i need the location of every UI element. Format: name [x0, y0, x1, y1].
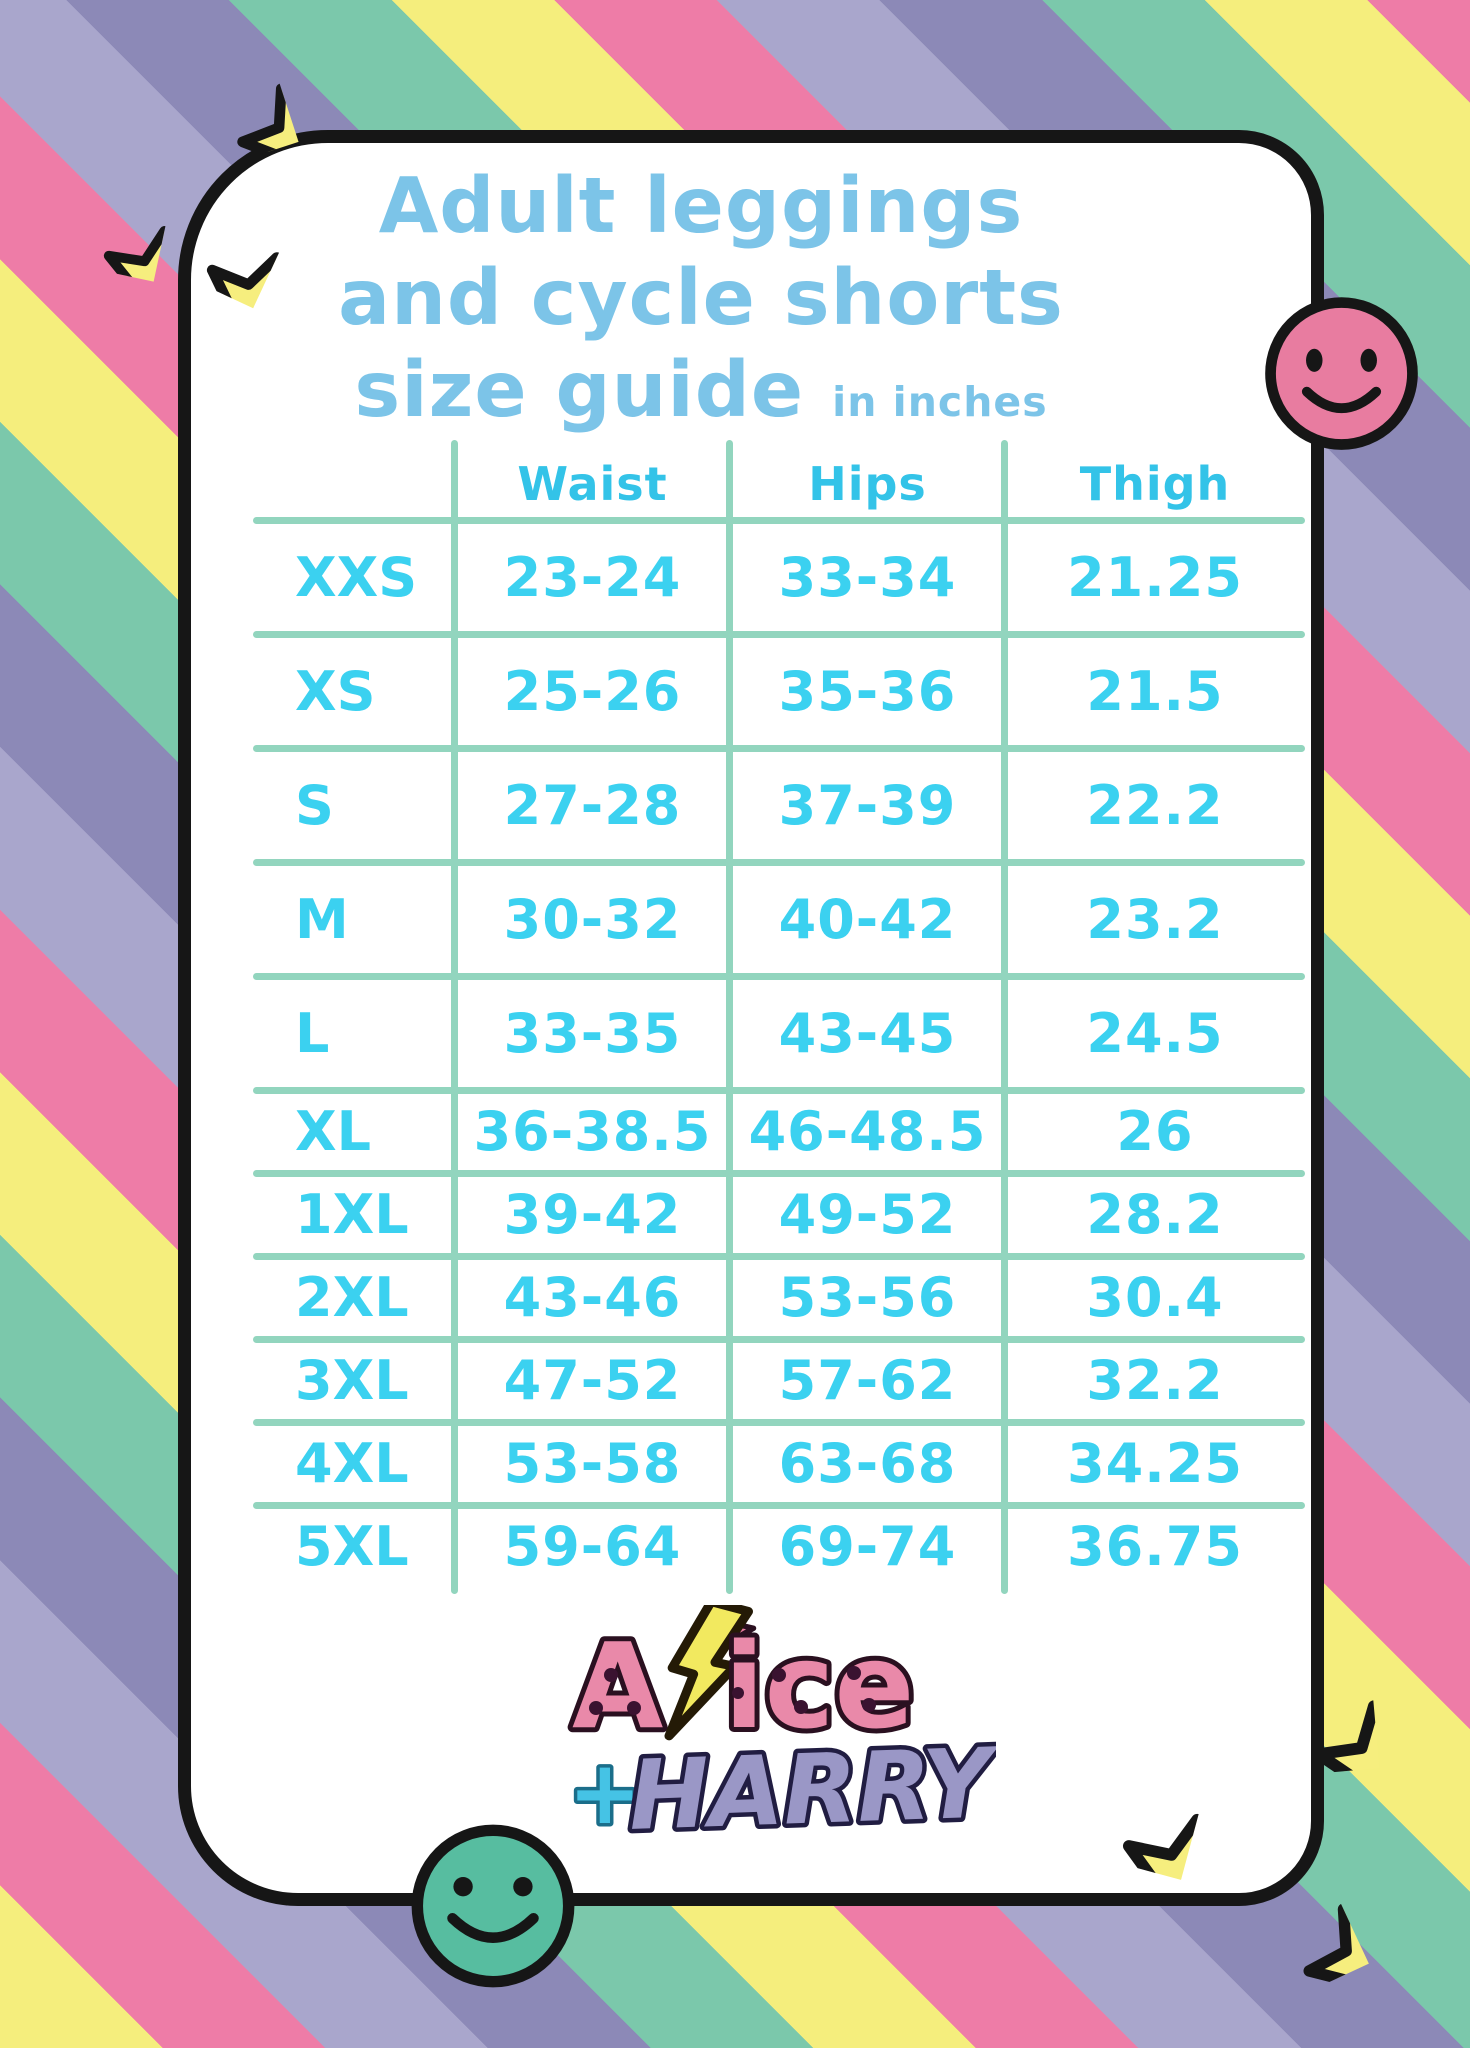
alice-text-a: A [572, 1617, 663, 1755]
thigh-cell: 21.5 [1086, 659, 1224, 723]
hips-cell: 69-74 [778, 1515, 957, 1578]
table-row: 1XL 39-42 49-52 28.2 [253, 1173, 1305, 1260]
title-line-1: Adult leggings [378, 162, 1024, 251]
harry-text: HARRY [627, 1727, 996, 1852]
table-row: S 27-28 37-39 22.2 [253, 748, 1305, 866]
table-row: 4XL 53-58 63-68 34.25 [253, 1422, 1305, 1509]
brand-logo: A ice + HARRY [566, 1605, 996, 1855]
title-line-2: and cycle shorts [338, 254, 1064, 343]
hips-cell: 63-68 [778, 1432, 957, 1495]
table-row: XL 36-38.5 46-48.5 26 [253, 1090, 1305, 1177]
unit-note: in inches [832, 378, 1048, 426]
green-smiley-face-icon [411, 1824, 575, 1988]
waist-cell: 36-38.5 [473, 1100, 712, 1163]
waist-cell: 25-26 [503, 659, 682, 723]
table-row: XS 25-26 35-36 21.5 [253, 634, 1305, 752]
waist-cell: 53-58 [503, 1432, 682, 1495]
size-cell: XL [295, 1100, 372, 1163]
size-cell: XS [295, 659, 376, 723]
waist-cell: 30-32 [503, 887, 682, 951]
table-row: M 30-32 40-42 23.2 [253, 862, 1305, 980]
size-cell: L [295, 1001, 330, 1065]
hips-cell: 33-34 [778, 545, 957, 609]
size-cell: 4XL [295, 1432, 409, 1495]
table-row: L 33-35 43-45 24.5 [253, 976, 1305, 1094]
size-cell: S [295, 773, 334, 837]
table-vertical-line [451, 440, 458, 1594]
thigh-cell: 28.2 [1086, 1183, 1224, 1246]
waist-cell: 47-52 [503, 1349, 682, 1412]
thigh-cell: 23.2 [1086, 887, 1224, 951]
waist-cell: 43-46 [503, 1266, 682, 1329]
table-row: 5XL 59-64 69-74 36.75 [253, 1505, 1305, 1588]
hips-cell: 35-36 [778, 659, 957, 723]
hips-cell: 43-45 [778, 1001, 957, 1065]
column-header-thigh: Thigh [1079, 457, 1231, 511]
hips-cell: 57-62 [778, 1349, 957, 1412]
size-table: Waist Hips Thigh XXS 23-24 33-34 21.25 XS 25-… [253, 440, 1305, 1594]
thigh-cell: 34.25 [1067, 1432, 1243, 1495]
waist-cell: 27-28 [503, 773, 682, 837]
yellow-star-icon [1217, 1619, 1380, 1782]
waist-cell: 23-24 [503, 545, 682, 609]
table-row: 2XL 43-46 53-56 30.4 [253, 1256, 1305, 1343]
waist-cell: 59-64 [503, 1515, 682, 1578]
title-line-3: size guide in inches [231, 345, 1171, 448]
lightning-bolt-icon [664, 1605, 753, 1741]
thigh-cell: 24.5 [1086, 1001, 1224, 1065]
thigh-cell: 32.2 [1086, 1349, 1224, 1412]
table-row: 3XL 47-52 57-62 32.2 [253, 1339, 1305, 1426]
thigh-cell: 30.4 [1086, 1266, 1224, 1329]
size-guide-card: Adult leggings and cycle shorts size gui… [178, 130, 1418, 1988]
table-vertical-line [1001, 440, 1008, 1594]
page-title: Adult leggings and cycle shorts size gui… [231, 161, 1171, 448]
hips-cell: 49-52 [778, 1183, 957, 1246]
size-cell: 1XL [295, 1183, 409, 1246]
hips-cell: 37-39 [778, 773, 957, 837]
polka-dots [589, 1666, 876, 1715]
thigh-cell: 26 [1116, 1100, 1194, 1163]
table-header-row: Waist Hips Thigh [253, 448, 1305, 524]
size-cell: 5XL [295, 1515, 409, 1578]
waist-cell: 39-42 [503, 1183, 682, 1246]
thigh-cell: 21.25 [1067, 545, 1243, 609]
waist-cell: 33-35 [503, 1001, 682, 1065]
size-cell: 2XL [295, 1266, 409, 1329]
pink-smiley-face-icon [1265, 297, 1418, 450]
hips-cell: 53-56 [778, 1266, 957, 1329]
size-cell: XXS [295, 545, 418, 609]
plus-sign: + [568, 1741, 642, 1844]
table-row: XXS 23-24 33-34 21.25 [253, 520, 1305, 638]
hips-cell: 46-48.5 [748, 1100, 987, 1163]
size-cell: M [295, 887, 349, 951]
table-vertical-line [726, 440, 733, 1594]
column-header-hips: Hips [808, 457, 927, 511]
alice-text-rest: ice [724, 1617, 914, 1755]
thigh-cell: 22.2 [1086, 773, 1224, 837]
column-header-waist: Waist [517, 457, 668, 511]
size-cell: 3XL [295, 1349, 409, 1412]
thigh-cell: 36.75 [1067, 1515, 1243, 1578]
hips-cell: 40-42 [778, 887, 957, 951]
title-size-guide: size guide [354, 346, 805, 435]
